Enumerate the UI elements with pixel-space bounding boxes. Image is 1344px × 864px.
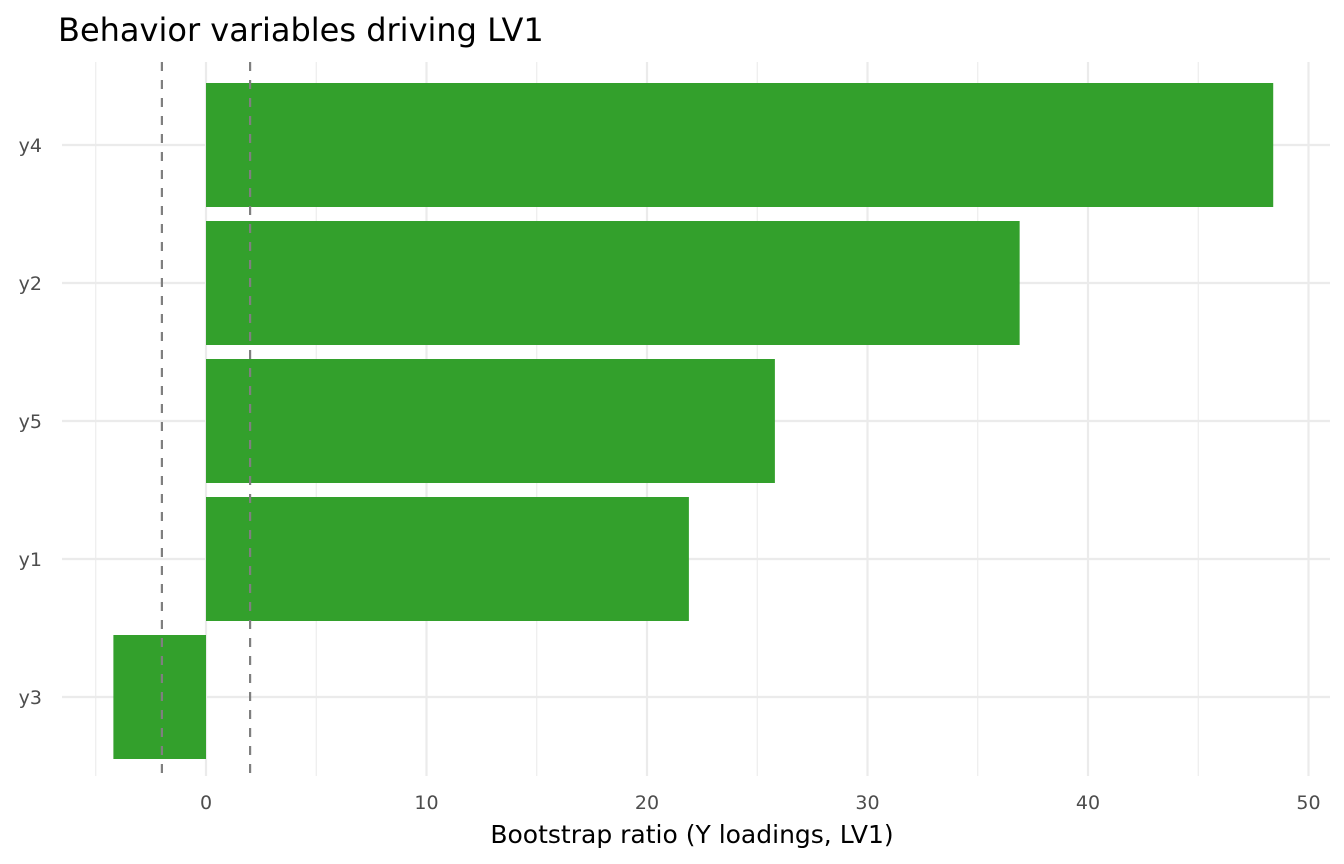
x-axis-tick-labels: 0 10 20 30 40 50	[200, 792, 1321, 814]
bar-y4	[206, 83, 1274, 207]
x-tick-label: 50	[1296, 792, 1320, 814]
reference-lines	[160, 62, 252, 776]
y-tick-label-y3: y3	[19, 687, 42, 709]
bar-y5	[206, 359, 775, 483]
x-tick-label: 30	[855, 792, 879, 814]
y-axis-tick-labels: y4 y2 y5 y1 y3	[19, 135, 42, 709]
x-tick-label: 20	[635, 792, 659, 814]
bar-y3	[113, 635, 206, 759]
y-tick-label-y2: y2	[19, 273, 42, 295]
x-tick-label: 0	[200, 792, 212, 814]
y-tick-label-y1: y1	[19, 549, 42, 571]
x-tick-label: 10	[414, 792, 438, 814]
chart-title: Behavior variables driving LV1	[58, 11, 544, 49]
y-tick-label-y4: y4	[19, 135, 42, 157]
y-tick-label-y5: y5	[19, 411, 42, 433]
bar-y1	[206, 497, 689, 621]
x-tick-label: 40	[1076, 792, 1100, 814]
bars	[113, 83, 1274, 759]
x-axis-title: Bootstrap ratio (Y loadings, LV1)	[490, 820, 893, 849]
bar-y2	[206, 221, 1020, 345]
